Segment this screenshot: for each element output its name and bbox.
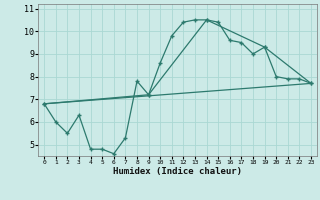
X-axis label: Humidex (Indice chaleur): Humidex (Indice chaleur): [113, 167, 242, 176]
